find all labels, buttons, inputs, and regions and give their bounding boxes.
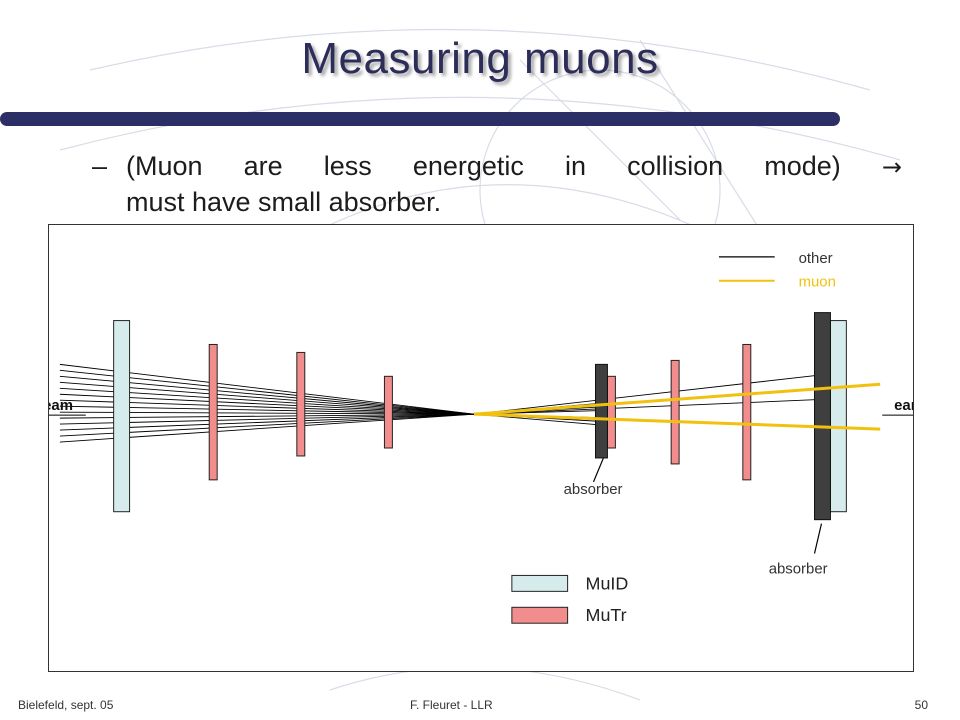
legend-label-muid: MuID [586, 573, 629, 593]
footer-venue: Bielefeld, sept. 05 [18, 698, 114, 712]
absorber-large [814, 312, 831, 521]
mutr-panel-left-2 [296, 351, 306, 457]
bullet-line-1: (Muon are less energetic in collision mo… [126, 148, 902, 185]
absorber-large-pointer [813, 523, 823, 554]
mutr-panel-left-3 [383, 375, 393, 449]
mutr-panel-right-3 [742, 343, 752, 481]
slide-title: Measuring muons [301, 34, 659, 83]
bullet-line-1-text: (Muon are less energetic in collision mo… [126, 151, 841, 181]
right-arrow-icon: → [881, 153, 902, 181]
mutr-panel-right-2 [670, 359, 680, 465]
mutr-panel-left-1 [208, 343, 218, 481]
page-number: 50 [914, 698, 928, 712]
absorber-small-pointer [592, 457, 605, 483]
bullet-line-2: must have small absorber. [126, 187, 442, 217]
muon-track-upper [473, 382, 881, 416]
absorber-small [594, 363, 608, 459]
legend-label-mutr: MuTr [586, 605, 627, 625]
legend-label-other: other [799, 250, 833, 267]
legend-box-mutr [511, 606, 569, 624]
footer-author: F. Fleuret - LLR [410, 698, 493, 712]
legend-box-muid [511, 574, 569, 592]
muon-track-lower [473, 412, 881, 431]
other-track-right [474, 398, 827, 415]
absorber-large-label: absorber [769, 560, 828, 577]
bullet-dash: – [92, 151, 108, 181]
legend-label-muon: muon [799, 274, 836, 291]
muid-panel-left [113, 320, 131, 513]
other-track-right [473, 373, 827, 415]
detector-diagram: beam eam absorber absorber other muon Mu… [48, 224, 914, 672]
beam-label-right: eam [894, 397, 914, 414]
beam-label-left: beam [48, 397, 73, 414]
mutr-panel-right-1 [606, 375, 616, 449]
absorber-small-label: absorber [564, 481, 623, 498]
muid-panel-right [829, 320, 847, 513]
